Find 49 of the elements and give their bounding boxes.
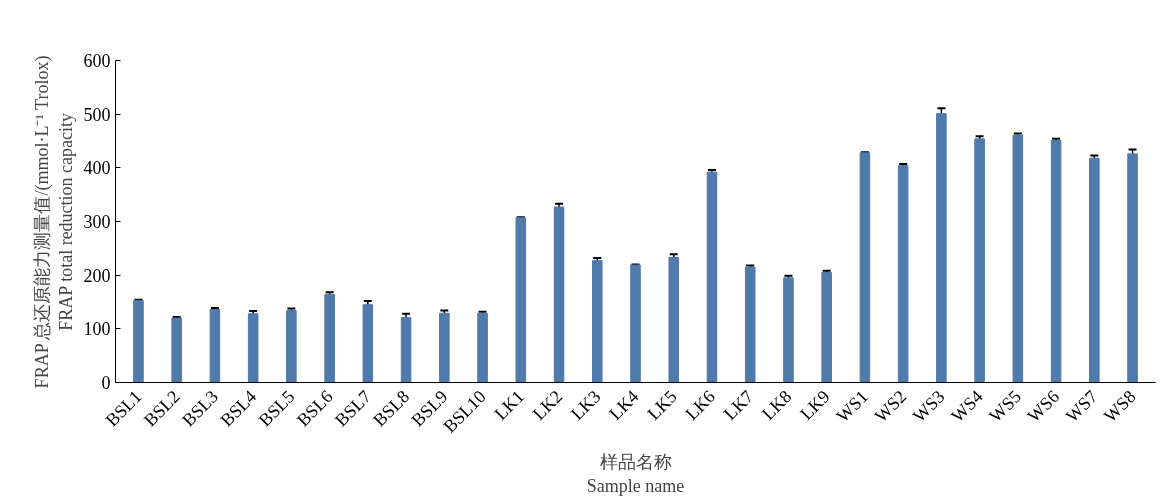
bar xyxy=(897,165,909,383)
x-tick-label: WS7 xyxy=(1061,386,1102,427)
y-tick-label: 200 xyxy=(83,265,111,286)
bar xyxy=(171,317,182,383)
y-tick-label: 0 xyxy=(101,373,111,393)
bar xyxy=(744,266,756,383)
bar xyxy=(1089,157,1100,383)
bar xyxy=(974,138,985,383)
bar xyxy=(936,113,947,383)
bar xyxy=(706,171,718,383)
y-tick-label: 100 xyxy=(83,319,111,340)
x-tick-label: WS4 xyxy=(947,386,987,427)
bar xyxy=(247,313,259,383)
bar xyxy=(1050,139,1062,383)
bar xyxy=(133,299,144,383)
bar xyxy=(591,260,603,383)
x-tick-label: WS1 xyxy=(832,386,872,427)
x-tick-label: LK2 xyxy=(528,386,567,424)
bar xyxy=(630,264,641,383)
bar xyxy=(400,317,412,383)
bar xyxy=(439,312,450,383)
bar xyxy=(668,256,680,383)
bar xyxy=(821,271,832,383)
bar xyxy=(859,152,871,383)
bar xyxy=(477,312,488,383)
x-tick-label: WS8 xyxy=(1100,386,1140,427)
bar xyxy=(515,217,527,383)
bar xyxy=(1127,153,1138,383)
y-tick-label: 400 xyxy=(83,158,111,179)
x-tick-label: WS5 xyxy=(985,386,1025,427)
x-tick-label: WS2 xyxy=(870,386,911,427)
y-tick-label: 300 xyxy=(83,212,111,232)
x-tick-label: LK3 xyxy=(566,386,605,424)
bar xyxy=(362,304,374,383)
x-tick-label: LK9 xyxy=(796,386,834,424)
x-axis-title: 样品名称 Sample name xyxy=(586,451,685,496)
x-tick-label: LK1 xyxy=(490,386,528,424)
bar xyxy=(1012,134,1024,383)
bar xyxy=(286,310,297,383)
y-tick-label: 600 xyxy=(83,51,111,71)
x-tick-label: WS6 xyxy=(1023,386,1064,427)
y-axis-title: FRAP 总还原能力测量值/(mmol·L⁻¹ Trolox) FRAP total reduction capacity xyxy=(31,55,76,389)
bar xyxy=(209,309,221,383)
bar xyxy=(783,277,794,383)
y-tick-label: 500 xyxy=(83,104,111,125)
x-tick-label: WS3 xyxy=(908,386,949,427)
bar xyxy=(553,206,565,383)
x-tick-label: LK8 xyxy=(758,386,796,424)
bar xyxy=(324,293,335,383)
